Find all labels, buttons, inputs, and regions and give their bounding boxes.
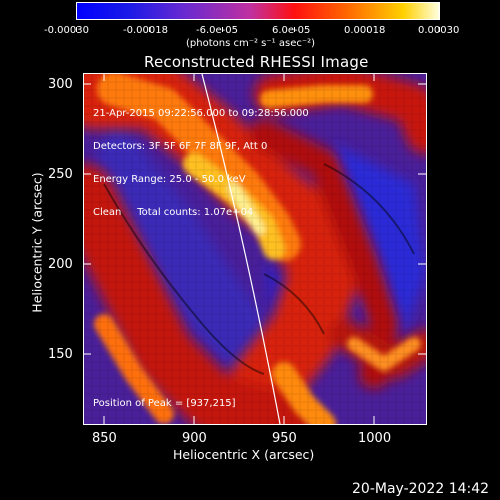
- x-axis-title: Heliocentric X (arcsec): [173, 447, 315, 462]
- colorbar-tick-label: 0.00018: [344, 25, 386, 36]
- y-tick-label: 300: [48, 77, 73, 92]
- y-tick-label: 250: [48, 167, 73, 182]
- colorbar-tick-label: 0.00030: [418, 25, 460, 36]
- y-axis-title: Heliocentric Y (arcsec): [29, 172, 45, 313]
- energy-range: Energy Range: 25.0 - 50.0 keV: [93, 174, 246, 185]
- detectors: Detectors: 3F 5F 6F 7F 8F 9F, Att 0: [93, 141, 268, 152]
- peak-position: Position of Peak = [937,215]: [93, 398, 236, 409]
- solar-limb-line: [201, 74, 281, 424]
- x-tick-label: 900: [182, 431, 207, 446]
- x-tick-label: 850: [92, 431, 117, 446]
- y-tick-label: 200: [48, 257, 73, 272]
- colorbar-units: (photons cm⁻² s⁻¹ asec⁻²): [186, 38, 316, 49]
- rhessi-image: [84, 74, 426, 424]
- colorbar-ticks: [0, 18, 500, 32]
- colorbar-tick-label: -0.00018: [123, 25, 168, 36]
- colorbar-tick-label: -0.00030: [44, 25, 89, 36]
- plot-frame: [83, 73, 427, 425]
- y-tick-label: 150: [48, 347, 73, 362]
- x-tick-label: 1000: [358, 431, 392, 446]
- colorbar-tick-label: 6.0e-05: [272, 25, 311, 36]
- timestamp: 20-May-2022 14:42: [352, 481, 490, 497]
- colorbar: [76, 2, 440, 20]
- colorbar-tick-label: -6.0e-05: [196, 25, 238, 36]
- time-range: 21-Apr-2015 09:22:56.000 to 09:28:56.000: [93, 108, 309, 119]
- plot-title: Reconstructed RHESSI Image: [144, 53, 369, 71]
- colorbar-gradient: [76, 2, 440, 20]
- x-tick-label: 950: [272, 431, 297, 446]
- clean-total-counts: Clean Total counts: 1.07e+04: [93, 207, 254, 218]
- observation-info: 21-Apr-2015 09:22:56.000 to 09:28:56.000…: [93, 86, 309, 229]
